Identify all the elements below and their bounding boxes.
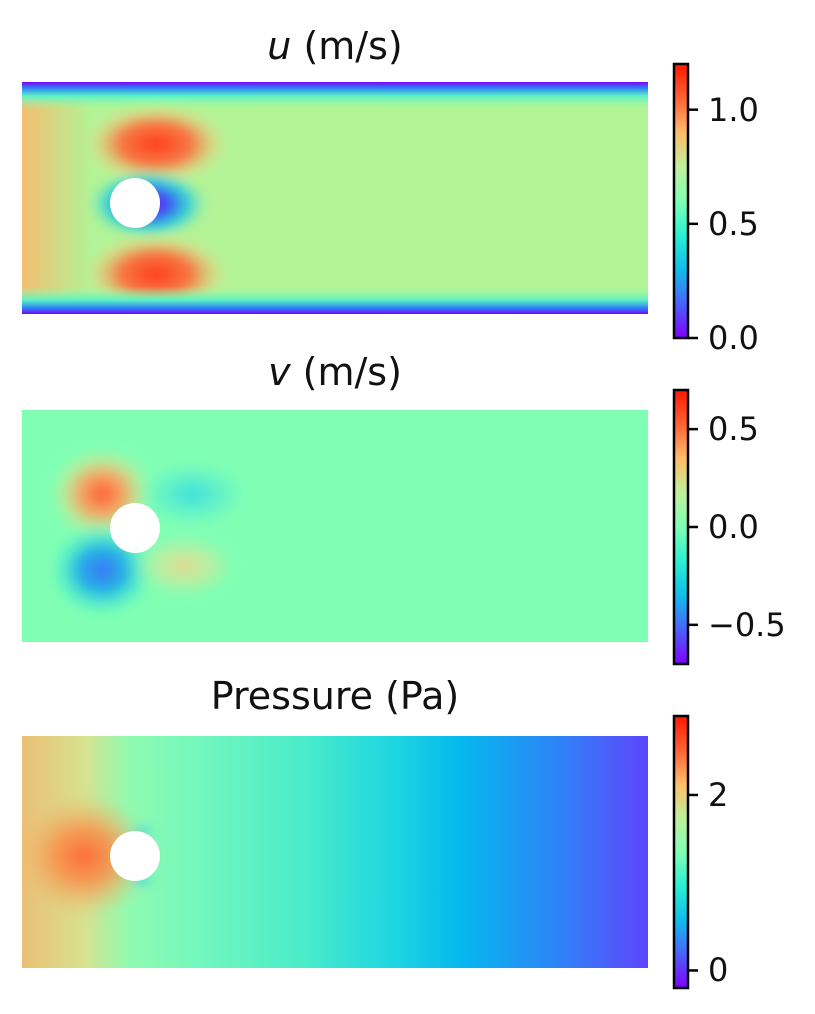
v-colorbar-tick-label: −0.5 (708, 605, 786, 644)
u-colorbar-gradient (672, 62, 690, 340)
pressure-stagnation-region (22, 794, 154, 918)
u-panel-title: u (m/s) (22, 24, 648, 68)
v-negative-lobe-downstream (132, 458, 252, 530)
u-colorbar-tick-label: 0.5 (708, 204, 759, 243)
v-colorbar-tick-label: 0.0 (708, 508, 759, 546)
v-cylinder-obstacle (110, 503, 160, 553)
v-title-var: v (268, 350, 291, 394)
v-colorbar (672, 388, 698, 666)
v-field-plot (22, 410, 648, 642)
pressure-colorbar-gradient (672, 714, 690, 990)
pressure-title-rest: Pressure (Pa) (210, 674, 460, 718)
pressure-colorbar-tick-label: 0 (708, 951, 729, 990)
pressure-colorbar (672, 714, 698, 990)
v-positive-lobe-downstream (128, 532, 240, 600)
pressure-panel-title: Pressure (Pa) (22, 674, 648, 718)
u-field-plot (22, 82, 648, 314)
pressure-cylinder-obstacle (110, 831, 160, 881)
u-colorbar-tick-label: 0.0 (708, 319, 759, 357)
u-title-var: u (267, 24, 292, 68)
u-title-rest: (m/s) (291, 24, 403, 68)
pressure-colorbar-ticks (688, 793, 698, 972)
pressure-colorbar-tick-label: 2 (708, 775, 729, 814)
v-title-rest: (m/s) (290, 350, 402, 394)
v-panel-title: v (m/s) (22, 350, 648, 394)
u-cylinder-obstacle (110, 178, 160, 228)
pressure-field-plot (22, 736, 648, 968)
v-colorbar-ticks (688, 427, 698, 627)
v-colorbar-tick-label: 0.5 (708, 410, 759, 449)
v-colorbar-gradient (672, 388, 690, 666)
u-colorbar-ticks (688, 108, 698, 340)
u-colorbar (672, 62, 698, 340)
u-colorbar-tick-label: 1.0 (708, 90, 759, 129)
